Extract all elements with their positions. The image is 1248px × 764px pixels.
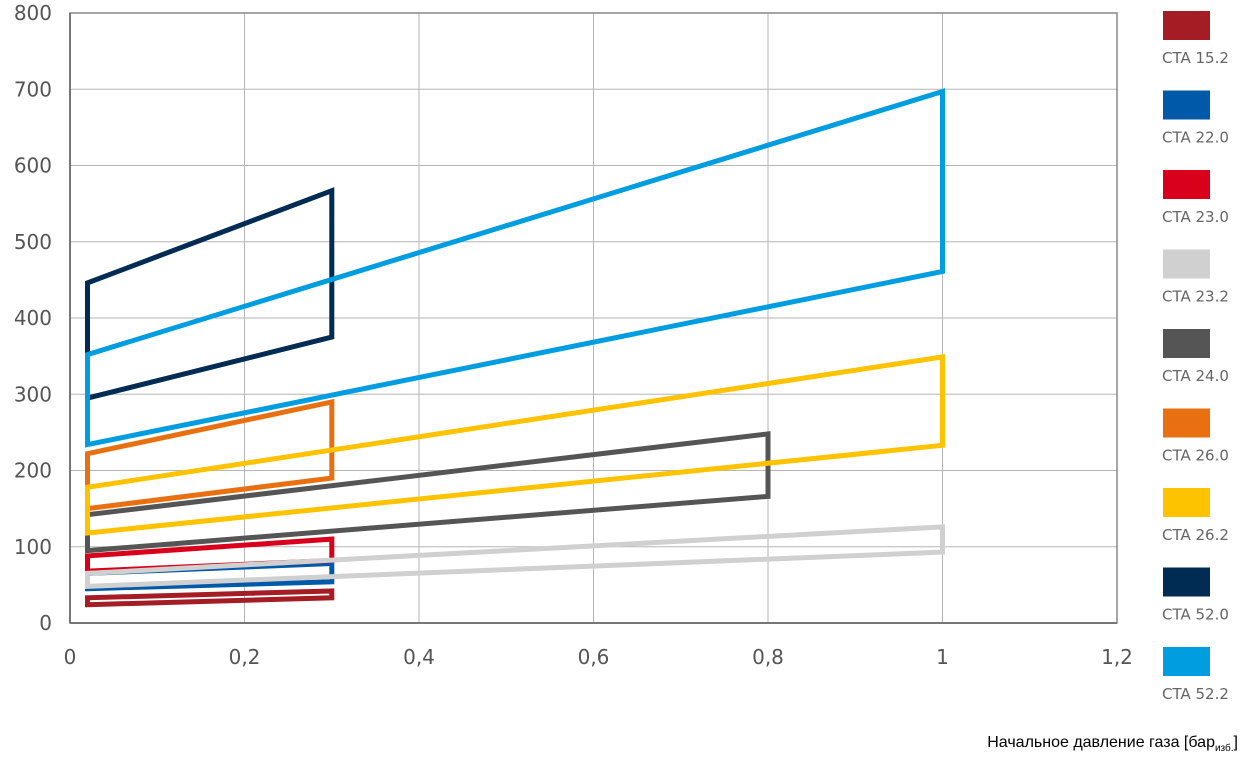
legend-label: CTA 22.0 [1162,129,1229,147]
legend-label: CTA 26.2 [1162,526,1229,544]
x-axis-title: Начальное давление газа [баризб.] [987,734,1238,754]
x-tick-label: 0,6 [578,645,610,669]
legend-item: CTA 52.2 [1162,647,1229,703]
series-area-cta-52-0 [85,187,335,402]
legend-item: CTA 15.2 [1162,11,1229,67]
x-tick-label: 0,2 [229,645,261,669]
legend-label: CTA 15.2 [1162,49,1229,67]
y-tick-label: 400 [14,306,52,330]
legend-label: CTA 52.2 [1162,685,1229,703]
y-tick-label: 100 [14,535,52,559]
legend-item: CTA 23.2 [1162,249,1229,306]
legend-item: CTA 26.0 [1162,408,1229,465]
legend-swatch [1163,249,1210,279]
y-tick-label: 500 [14,230,52,254]
series-area-cta-26-2 [85,353,945,536]
legend-label: CTA 23.2 [1162,288,1229,306]
legend-swatch [1163,567,1210,597]
legend-item: CTA 23.0 [1162,170,1229,226]
x-tick-label: 0,4 [403,645,435,669]
series-area-cta-23-2 [85,524,945,590]
legend-item: CTA 24.0 [1162,329,1229,385]
legend-item: CTA 26.2 [1162,488,1229,544]
x-tick-label: 1 [936,645,949,669]
x-axis-title-text: Начальное давление газа [бар [987,734,1215,751]
series-area-cta-24-0 [85,431,771,554]
series-area-cta-15-2 [85,588,335,608]
y-tick-label: 200 [14,459,52,483]
y-tick-label: 600 [14,154,52,178]
x-tick-label: 1,2 [1101,645,1133,669]
x-axis-title-end: ] [1233,734,1238,751]
y-tick-label: 700 [14,77,52,101]
legend-swatch [1163,329,1210,358]
x-axis-title-subscript: изб. [1214,743,1234,755]
y-tick-label: 0 [39,611,52,635]
legend-swatch [1163,170,1210,199]
legend-label: CTA 23.0 [1162,208,1229,226]
y-tick-label: 800 [14,1,52,25]
legend-swatch [1163,647,1210,676]
legend-item: CTA 22.0 [1162,90,1229,147]
legend-swatch [1163,11,1210,40]
x-tick-label: 0,8 [752,645,784,669]
legend-label: CTA 24.0 [1162,367,1229,385]
legend-swatch [1163,90,1210,120]
series-area-cta-26-0 [85,398,335,512]
series-area-cta-52-2 [85,88,945,448]
legend-label: CTA 26.0 [1162,447,1229,465]
legend-item: CTA 52.0 [1162,567,1229,624]
legend-swatch [1163,408,1210,438]
x-tick-label: 0 [64,645,77,669]
legend-swatch [1163,488,1210,517]
y-tick-label: 300 [14,382,52,406]
legend-label: CTA 52.0 [1162,606,1229,624]
